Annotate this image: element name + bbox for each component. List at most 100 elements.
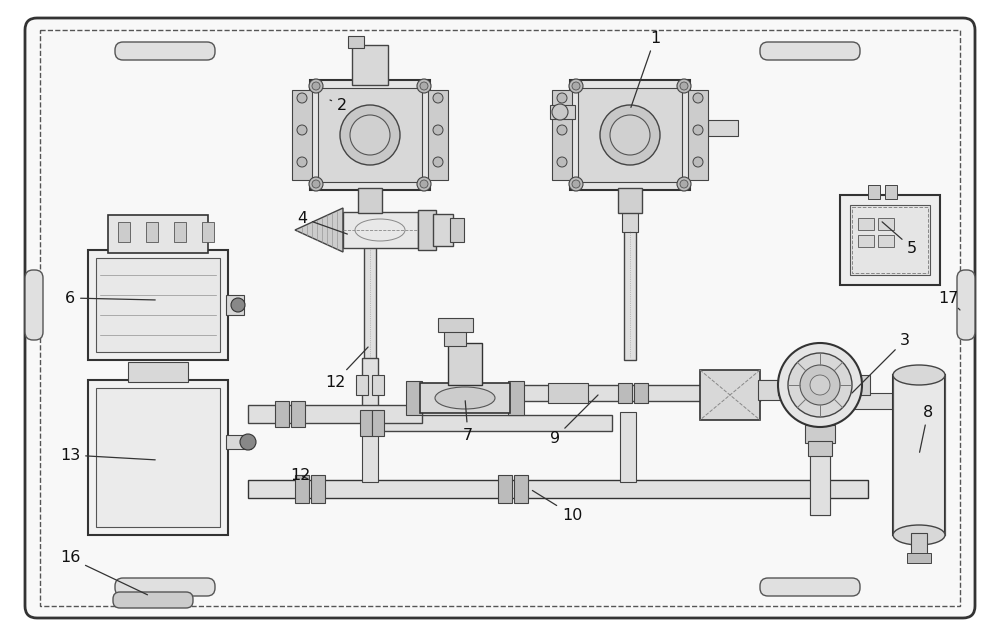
Bar	[552, 90, 572, 180]
Bar	[295, 475, 309, 503]
Bar	[108, 215, 208, 253]
Bar	[372, 375, 384, 395]
Bar	[362, 212, 378, 232]
Bar	[508, 381, 524, 415]
Polygon shape	[295, 208, 343, 252]
Text: 3: 3	[852, 333, 910, 393]
Bar	[708, 120, 738, 136]
Bar	[620, 412, 636, 482]
Bar	[275, 401, 289, 427]
Text: 10: 10	[532, 490, 582, 522]
Bar	[498, 475, 512, 503]
FancyBboxPatch shape	[957, 270, 975, 340]
Bar	[433, 214, 453, 246]
Circle shape	[810, 375, 830, 395]
Bar	[840, 195, 940, 285]
Circle shape	[557, 125, 567, 135]
Bar	[444, 328, 466, 346]
Text: 4: 4	[297, 210, 347, 234]
Circle shape	[297, 93, 307, 103]
Circle shape	[433, 157, 443, 167]
Circle shape	[340, 105, 400, 165]
Bar	[688, 90, 708, 180]
Bar	[128, 362, 188, 382]
FancyBboxPatch shape	[760, 42, 860, 60]
Bar	[578, 88, 682, 182]
Bar	[362, 358, 378, 418]
Circle shape	[569, 177, 583, 191]
FancyBboxPatch shape	[25, 270, 43, 340]
Circle shape	[778, 343, 862, 427]
Circle shape	[693, 93, 703, 103]
Bar	[438, 318, 473, 332]
Bar	[810, 425, 830, 515]
Bar	[358, 188, 382, 213]
FancyBboxPatch shape	[115, 42, 215, 60]
Bar	[858, 218, 874, 230]
Bar	[118, 222, 130, 242]
Circle shape	[312, 180, 320, 188]
Ellipse shape	[893, 525, 945, 545]
Bar	[911, 533, 927, 555]
Circle shape	[297, 157, 307, 167]
FancyBboxPatch shape	[25, 18, 975, 618]
Circle shape	[680, 180, 688, 188]
Circle shape	[417, 177, 431, 191]
Bar	[624, 230, 636, 360]
Bar	[618, 383, 632, 403]
Text: 12: 12	[325, 347, 368, 389]
Text: 8: 8	[920, 404, 933, 452]
Bar	[318, 88, 422, 182]
Bar	[96, 388, 220, 527]
Circle shape	[312, 82, 320, 90]
Text: 16: 16	[60, 550, 147, 595]
Circle shape	[572, 82, 580, 90]
Ellipse shape	[893, 365, 945, 385]
Bar	[810, 455, 830, 515]
Text: 7: 7	[463, 401, 473, 443]
Bar	[878, 235, 894, 247]
Circle shape	[800, 365, 840, 405]
Circle shape	[231, 298, 245, 312]
Circle shape	[417, 79, 431, 93]
Bar	[292, 90, 312, 180]
Bar	[304, 405, 422, 423]
Circle shape	[572, 180, 580, 188]
Bar	[310, 80, 430, 190]
Circle shape	[610, 115, 650, 155]
Bar	[868, 185, 880, 199]
Circle shape	[297, 125, 307, 135]
Bar	[893, 375, 945, 535]
Text: 6: 6	[65, 290, 155, 306]
Bar	[700, 370, 760, 420]
Bar	[852, 207, 928, 273]
Bar	[758, 380, 790, 396]
Bar	[450, 218, 464, 242]
Bar	[174, 222, 186, 242]
Bar	[420, 383, 510, 413]
Bar	[226, 295, 244, 315]
Bar	[343, 212, 418, 248]
Bar	[634, 383, 648, 403]
Bar	[418, 210, 436, 250]
Bar	[406, 381, 422, 415]
Bar	[360, 410, 372, 436]
Bar	[850, 375, 870, 395]
Circle shape	[693, 125, 703, 135]
Circle shape	[600, 105, 660, 165]
Bar	[514, 475, 528, 503]
Bar	[291, 401, 305, 427]
Bar	[550, 105, 575, 119]
Bar	[202, 222, 214, 242]
Circle shape	[309, 79, 323, 93]
Bar	[372, 410, 384, 436]
Circle shape	[557, 93, 567, 103]
Text: 5: 5	[882, 222, 917, 255]
Bar	[362, 415, 612, 431]
Circle shape	[680, 82, 688, 90]
Bar	[348, 36, 364, 48]
Bar	[448, 343, 482, 385]
Circle shape	[677, 79, 691, 93]
Bar	[364, 230, 376, 360]
Bar	[88, 380, 228, 535]
